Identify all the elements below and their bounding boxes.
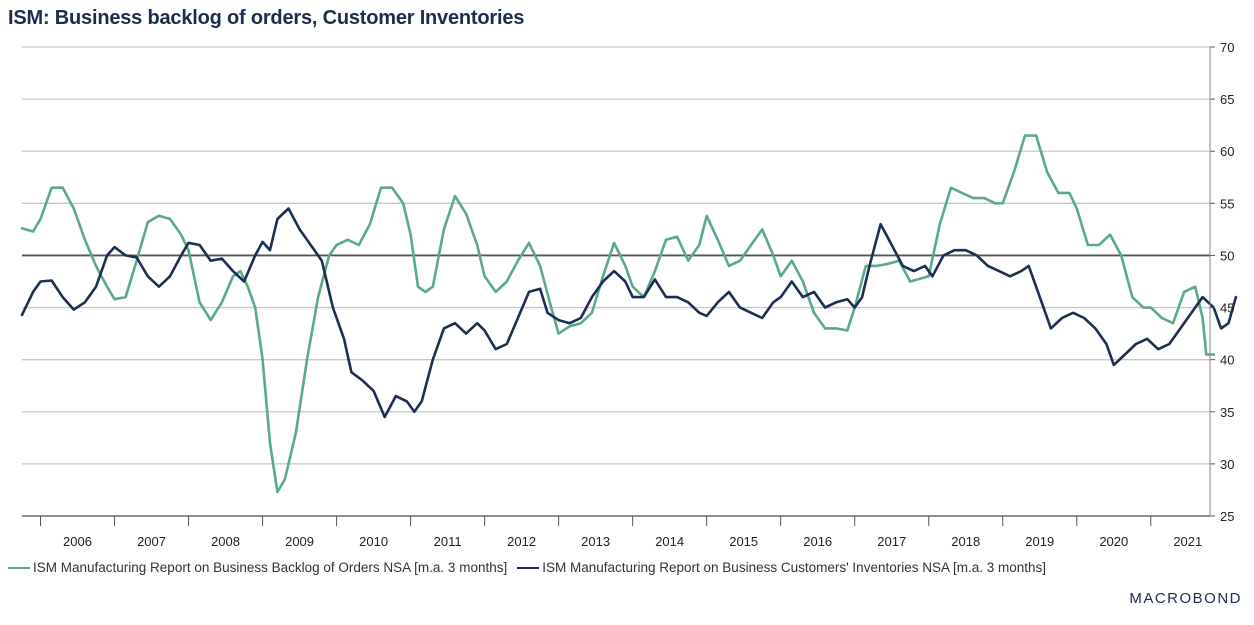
y-tick-label: 30 [1220, 457, 1234, 472]
x-tick-label: 2014 [655, 534, 684, 549]
series-line-backlog [20, 134, 1215, 494]
x-axis: 2006 2007 2008 2009 2010 2011 2012 2013 2014 2015… [22, 515, 1210, 549]
x-tick-label: 2018 [951, 534, 980, 549]
y-tick-label: 65 [1220, 92, 1234, 107]
x-tick-label: 2020 [1099, 534, 1128, 549]
legend-item-inventories: ISM Manufacturing Report on Business Cus… [517, 560, 1046, 575]
x-tick-label: 2012 [507, 534, 536, 549]
line-chart: 2006 2007 2008 2009 2010 2011 2012 2013 2014 2015… [20, 40, 1238, 549]
y-tick-label: 60 [1220, 144, 1234, 159]
legend-item-backlog: ISM Manufacturing Report on Business Bac… [8, 560, 507, 575]
legend: ISM Manufacturing Report on Business Bac… [8, 560, 1056, 575]
y-tick-label: 45 [1220, 301, 1234, 316]
legend-label-inventories: ISM Manufacturing Report on Business Cus… [542, 560, 1047, 575]
legend-swatch-inventories [517, 566, 540, 569]
series-lines [20, 134, 1238, 494]
legend-swatch-backlog [8, 566, 30, 569]
x-tick-label: 2019 [1025, 534, 1054, 549]
y-axis: 25 30 35 40 45 50 55 60 65 70 [1209, 40, 1234, 524]
x-tick-label: 2013 [581, 534, 610, 549]
brand-logo: MACROBOND [1129, 590, 1242, 607]
x-tick-label: 2015 [729, 534, 758, 549]
gridlines [22, 46, 1210, 517]
x-tick-label: 2008 [211, 534, 240, 549]
x-tick-label: 2007 [137, 534, 166, 549]
x-tick-label: 2021 [1173, 534, 1202, 549]
y-tick-label: 70 [1220, 40, 1234, 55]
legend-label-backlog: ISM Manufacturing Report on Business Bac… [33, 560, 508, 575]
x-tick-label: 2009 [285, 534, 314, 549]
y-tick-label: 50 [1220, 248, 1234, 263]
y-tick-label: 25 [1220, 509, 1234, 524]
x-tick-label: 2016 [803, 534, 832, 549]
y-tick-label: 40 [1220, 353, 1234, 368]
y-tick-label: 55 [1220, 196, 1234, 211]
x-tick-label: 2011 [434, 534, 462, 549]
series-line-inventories [20, 207, 1238, 419]
chart-title: ISM: Business backlog of orders, Custome… [8, 7, 525, 29]
x-tick-label: 2010 [359, 534, 388, 549]
y-tick-label: 35 [1220, 405, 1234, 420]
x-tick-label: 2006 [63, 534, 92, 549]
x-tick-label: 2017 [877, 534, 906, 549]
